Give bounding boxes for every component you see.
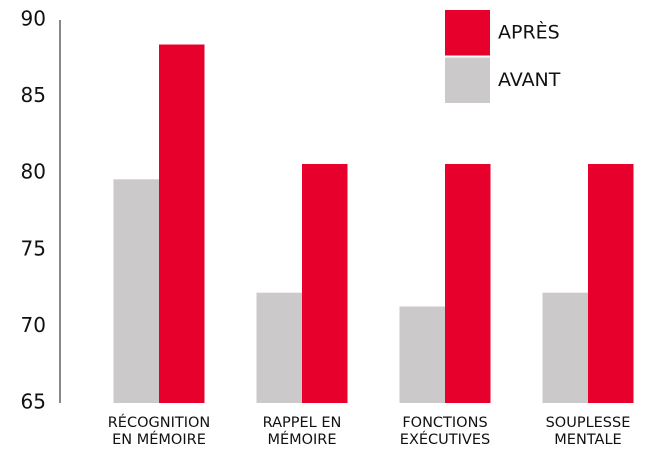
y-tick-label: 70 bbox=[21, 313, 46, 337]
y-tick-label: 65 bbox=[21, 390, 46, 414]
x-tick-label: RAPPEL EN bbox=[263, 415, 342, 431]
bar bbox=[588, 164, 634, 403]
bar bbox=[159, 44, 205, 404]
y-tick-label: 90 bbox=[21, 7, 46, 31]
legend-label: APRÈS bbox=[498, 20, 560, 43]
bar bbox=[445, 164, 491, 403]
y-tick-label: 85 bbox=[21, 83, 46, 107]
x-tick-label: RÉCOGNITION bbox=[108, 414, 211, 431]
legend-swatch bbox=[445, 57, 490, 103]
legend-label: AVANT bbox=[498, 69, 561, 91]
bar bbox=[302, 164, 348, 403]
x-tick-label: FONCTIONS bbox=[402, 415, 487, 431]
x-tick-label: SOUPLESSE bbox=[546, 415, 631, 431]
x-tick-label: EXÉCUTIVES bbox=[400, 431, 490, 448]
y-tick-label: 80 bbox=[21, 160, 46, 184]
legend-swatch bbox=[445, 10, 490, 56]
x-tick-label: MENTALE bbox=[554, 432, 621, 448]
bar bbox=[399, 306, 445, 403]
x-tick-label: EN MÉMOIRE bbox=[112, 431, 206, 448]
x-tick-label: MÉMOIRE bbox=[267, 431, 336, 448]
y-tick-label: 75 bbox=[21, 236, 46, 260]
bar bbox=[542, 292, 588, 403]
bar bbox=[256, 292, 302, 403]
bar bbox=[113, 179, 159, 403]
